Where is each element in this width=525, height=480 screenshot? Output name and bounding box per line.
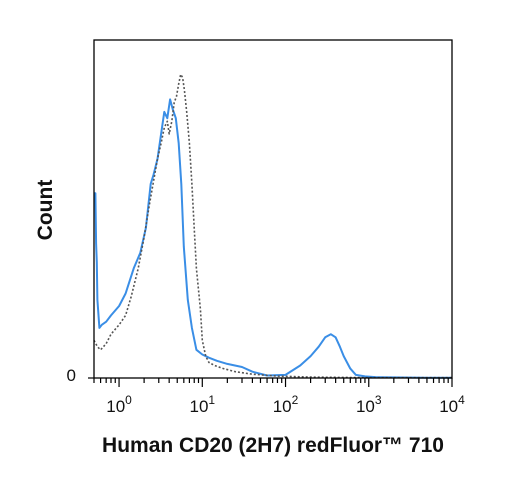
- stained-histogram-line: [94, 98, 452, 379]
- x-tick-base: 10: [189, 397, 208, 416]
- x-tick-base: 10: [106, 397, 125, 416]
- x-tick-base: 10: [273, 397, 292, 416]
- x-tick-label: 102: [273, 393, 299, 416]
- x-tick-label: 101: [189, 393, 215, 416]
- x-tick-exponent: 0: [125, 393, 132, 407]
- x-tick-base: 10: [439, 397, 458, 416]
- x-tick-exponent: 3: [375, 393, 382, 407]
- x-tick-label: 100: [106, 393, 132, 416]
- x-tick-exponent: 4: [458, 393, 465, 407]
- y-axis-title: Count: [34, 180, 57, 241]
- x-tick-exponent: 2: [292, 393, 299, 407]
- x-tick-label: 104: [439, 393, 465, 416]
- y-tick-label: 0: [67, 366, 76, 385]
- control-histogram-line: [93, 73, 452, 379]
- x-tick-exponent: 1: [208, 393, 215, 407]
- x-axis-title: Human CD20 (2H7) redFluor™ 710: [102, 434, 444, 457]
- x-tick-base: 10: [356, 397, 375, 416]
- plot-area: [93, 73, 452, 379]
- x-tick-label: 103: [356, 393, 382, 416]
